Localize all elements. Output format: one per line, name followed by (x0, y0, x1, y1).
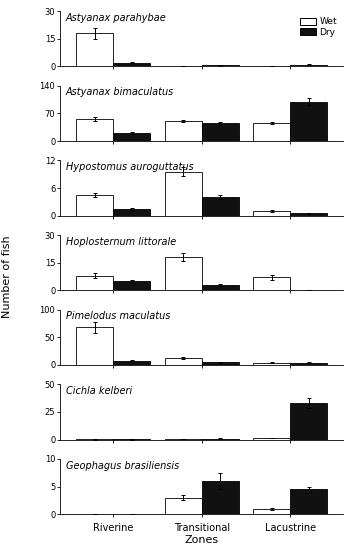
Bar (290, 102, 327, 141)
Text: Hoplosternum littorale: Hoplosternum littorale (66, 237, 176, 247)
Bar (202, 285, 239, 290)
Text: Astyanax parahybae: Astyanax parahybae (66, 13, 167, 23)
Bar (76, 327, 113, 365)
Bar (165, 498, 202, 514)
Bar (76, 33, 113, 66)
Text: Hypostomus auroguttatus: Hypostomus auroguttatus (66, 162, 194, 172)
Bar (202, 481, 239, 514)
Bar (202, 439, 239, 440)
Bar (113, 209, 150, 216)
X-axis label: Zones: Zones (185, 535, 219, 545)
Bar (165, 358, 202, 365)
Bar (253, 278, 290, 290)
Bar (253, 509, 290, 514)
Bar (290, 213, 327, 216)
Bar (202, 362, 239, 365)
Text: Astyanax bimaculatus: Astyanax bimaculatus (66, 87, 174, 97)
Bar (113, 361, 150, 365)
Text: Number of fish: Number of fish (2, 235, 12, 318)
Bar (202, 65, 239, 66)
Bar (253, 123, 290, 141)
Bar (202, 197, 239, 216)
Bar (76, 275, 113, 290)
Bar (165, 121, 202, 141)
Text: Geophagus brasiliensis: Geophagus brasiliensis (66, 461, 179, 471)
Bar (113, 62, 150, 66)
Legend: Wet, Dry: Wet, Dry (296, 14, 341, 40)
Bar (290, 65, 327, 66)
Bar (165, 257, 202, 290)
Bar (290, 489, 327, 514)
Bar (113, 281, 150, 290)
Bar (253, 211, 290, 216)
Bar (113, 133, 150, 141)
Bar (290, 363, 327, 365)
Bar (253, 438, 290, 440)
Bar (290, 403, 327, 440)
Bar (165, 439, 202, 440)
Bar (253, 363, 290, 365)
Bar (76, 119, 113, 141)
Bar (76, 195, 113, 216)
Bar (165, 172, 202, 216)
Text: Pimelodus maculatus: Pimelodus maculatus (66, 311, 170, 321)
Text: Cichla kelberi: Cichla kelberi (66, 386, 132, 396)
Bar (202, 123, 239, 141)
